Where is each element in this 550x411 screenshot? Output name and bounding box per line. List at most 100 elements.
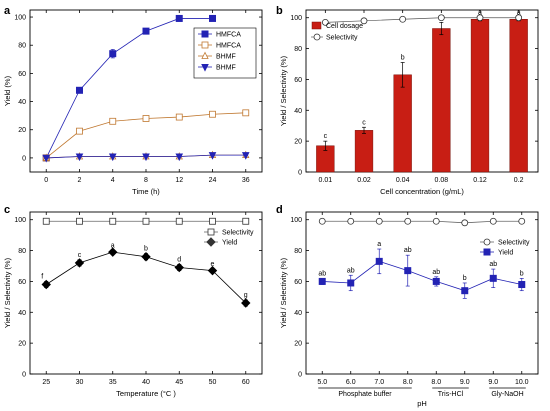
y-tick-label: 60	[18, 279, 26, 286]
data-point	[375, 217, 383, 225]
data-point	[461, 287, 469, 295]
y-tick-label: 40	[18, 99, 26, 106]
data-point	[515, 14, 523, 22]
legend-label: Selectivity	[222, 230, 254, 237]
x-tick-label: 0.08	[435, 177, 449, 184]
y-tick-label: 20	[294, 341, 302, 348]
significance-letter: a	[478, 10, 482, 17]
y-tick-label: 60	[294, 279, 302, 286]
legend-label: HMFCA	[216, 43, 241, 50]
y-axis-label: Yield / Selectivity (%)	[279, 257, 288, 328]
buffer-group-label: Tris-HCl	[438, 391, 464, 398]
data-point	[318, 277, 326, 285]
data-point	[432, 277, 440, 285]
data-point	[174, 262, 184, 273]
data-point	[209, 110, 216, 118]
x-tick-label: 0.2	[514, 177, 524, 184]
data-point	[518, 217, 526, 225]
x-tick-label: 45	[175, 379, 183, 386]
chart-panel-c: c 0 20 40 60 80 100 25 30 35 40 45 50 60 Yield / Selec…	[3, 204, 263, 398]
data-point	[489, 217, 497, 225]
data-point	[175, 217, 183, 225]
data-point	[461, 219, 469, 227]
y-tick-label: 0	[22, 372, 26, 379]
x-tick-label: 8.0	[403, 379, 413, 386]
panel-tag: b	[276, 5, 283, 17]
data-point	[175, 153, 184, 162]
data-point	[175, 113, 183, 121]
data-point	[75, 86, 83, 94]
legend-label: HMFCA	[216, 32, 241, 39]
data-point	[476, 14, 484, 22]
x-tick-label: 24	[209, 177, 217, 184]
y-tick-label: 0	[298, 372, 302, 379]
x-tick-label: 35	[109, 379, 117, 386]
y-tick-label: 20	[18, 127, 26, 134]
chart-panel-b: b 0 20 40 60 80 100 0.01 0.02 0.04 0.08 0.12 0.2 Yiel…	[276, 5, 539, 196]
data-point	[241, 152, 250, 160]
significance-letter: e	[211, 261, 215, 268]
data-point	[109, 217, 117, 225]
x-tick-label: 30	[76, 379, 84, 386]
significance-letter: ab	[489, 261, 497, 268]
data-point	[242, 217, 250, 225]
y-axis-label: Yield (%)	[3, 75, 12, 106]
y-axis-label: Yield / Selectivity (%)	[3, 257, 12, 328]
data-point	[489, 274, 497, 282]
x-tick-label: 0.12	[473, 177, 487, 184]
y-tick-label: 0	[298, 170, 302, 177]
data-point	[404, 217, 412, 225]
x-tick-label: 0.01	[319, 177, 333, 184]
legend-label: Selectivity	[326, 35, 358, 42]
significance-letter: b	[520, 270, 524, 277]
legend-label: Selectivity	[498, 240, 530, 247]
y-tick-label: 80	[294, 248, 302, 255]
y-tick-label: 80	[18, 43, 26, 50]
x-tick-label: 9.0	[460, 379, 470, 386]
data-point	[109, 50, 117, 58]
legend-label: BHMF	[216, 54, 236, 61]
x-tick-label: 0.04	[396, 177, 410, 184]
panel-tag: d	[276, 204, 283, 216]
bar	[393, 74, 412, 173]
y-tick-label: 20	[18, 341, 26, 348]
data-point	[241, 298, 251, 308]
x-tick-label: 7.0	[374, 379, 384, 386]
significance-letter: b	[144, 246, 148, 253]
significance-letter: b	[401, 54, 405, 61]
significance-letter: ab	[347, 267, 355, 274]
series-line	[322, 260, 522, 292]
legend-marker	[313, 33, 321, 41]
x-axis-label: Temperature (°C )	[116, 389, 176, 398]
x-axis-label: Time (h)	[132, 187, 160, 196]
legend-label: Cell dosage	[326, 23, 363, 30]
data-point	[175, 14, 183, 22]
legend-swatch-cell-dosage	[311, 21, 322, 30]
data-point	[207, 265, 218, 276]
x-tick-label: 0.02	[357, 177, 371, 184]
bar	[354, 130, 374, 173]
data-point	[404, 267, 412, 275]
significance-letter: a	[377, 241, 381, 248]
legend-label: BHMF	[216, 65, 236, 72]
data-point	[347, 279, 355, 287]
data-point	[142, 115, 150, 122]
significance-letter: c	[78, 252, 82, 259]
data-point	[75, 153, 84, 162]
y-tick-label: 40	[294, 310, 302, 317]
legend-marker	[201, 51, 209, 59]
data-point	[209, 217, 216, 225]
data-point	[42, 154, 51, 163]
legend-marker	[483, 238, 491, 246]
y-tick-label: 100	[14, 15, 26, 22]
x-tick-label: 4	[111, 177, 115, 184]
legend-marker	[201, 30, 209, 38]
series-line-selectivity	[325, 17, 519, 23]
significance-letter: g	[244, 292, 248, 299]
significance-letter: d	[177, 256, 181, 263]
y-tick-label: 80	[18, 248, 26, 255]
y-tick-label: 0	[22, 155, 26, 162]
bar	[470, 19, 490, 173]
